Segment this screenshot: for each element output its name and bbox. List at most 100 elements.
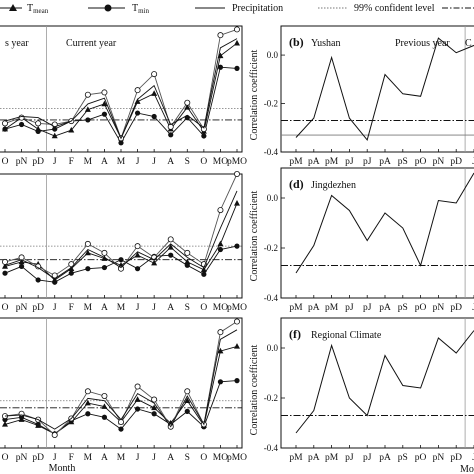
left-top-tmin-point	[85, 117, 91, 123]
left-top-tmax-point	[18, 114, 25, 121]
left-bot-frame	[0, 317, 243, 449]
left-mid-tmax-point	[233, 170, 240, 177]
left-mid-x-tick-label: O	[2, 303, 9, 313]
left-bot-x-tick-label: O	[200, 453, 207, 463]
left-bot-tmin-point	[85, 411, 91, 417]
b-y-tick-label: -0.2	[264, 99, 278, 109]
left-bot-x-tick-label: pN	[16, 453, 28, 463]
left-bot-tmax-point	[134, 383, 141, 390]
left-top-tmean-point	[68, 126, 75, 133]
left-bot-x-tick-label: J	[53, 453, 57, 463]
left-bot-tmean-point	[2, 421, 8, 427]
d-x-tick-label: J	[472, 303, 474, 313]
left-mid-x-tick-label: J	[53, 303, 57, 313]
b-x-tick-label: pM	[289, 157, 303, 167]
panel-f: 0.0 -0.2 -0.4 pM pA pM pJ pJ pA pS pO pN pD J (f) Regio…	[264, 317, 474, 463]
f-x-tick-label: pD	[450, 453, 462, 463]
left-mid-tmax-point	[101, 249, 108, 256]
b-x-tick-label: pA	[308, 157, 320, 167]
d-panel-label: (d)	[289, 177, 304, 191]
left-mid-x-tick-label: MO	[213, 303, 228, 313]
d-x-tick-label: pA	[308, 303, 320, 313]
left-mid-tmean-point	[134, 251, 141, 258]
left-top-tmax-point	[151, 71, 158, 78]
left-top-tmax-point	[233, 26, 240, 33]
left-mid-x-tick-label: J	[152, 303, 156, 313]
left-top-x-tick-label: O	[2, 157, 9, 167]
f-x-tick-label: pM	[325, 453, 339, 463]
f-x-tick-label: pS	[398, 453, 408, 463]
left-top-x-tick-label: A	[101, 157, 108, 167]
left-top-x-tick-label: M	[117, 157, 126, 167]
d-y-tick-label: -0.4	[264, 293, 279, 303]
left-mid-tmax-point	[2, 258, 8, 265]
left-bot-x-tick-label: pD	[32, 453, 44, 463]
left-top-tmin-point	[134, 110, 141, 116]
left-mid-x-tick-label: F	[69, 303, 74, 313]
left-top-tmin-point	[52, 126, 58, 132]
left-mid-x-tick-label: pN	[16, 303, 28, 313]
left-mid-tmean-point	[200, 266, 207, 273]
d-x-tick-label: pO	[415, 303, 427, 313]
left-mid-tmean-point	[217, 240, 224, 247]
left-top-frame	[0, 25, 243, 153]
left-top-series-precipitation-line	[4, 38, 238, 140]
left-bot-tmean-point	[101, 403, 108, 409]
current-year-label: Current year	[66, 38, 117, 49]
left-top-x-tick-label: pMO	[227, 157, 247, 167]
left-mid-tmin-point	[68, 270, 74, 276]
left-top-tmin-point	[2, 126, 8, 132]
left-bot-x-tick-label: J	[136, 453, 140, 463]
left-bot-tmax-point	[101, 392, 108, 399]
left-bot-tmin-point	[118, 426, 124, 432]
left-top-tmax-point	[184, 99, 191, 106]
left-top-x-tick-label: J	[152, 157, 156, 167]
left-mid-x-tick-label: O	[200, 303, 207, 313]
left-top-x-tick-label: pN	[16, 157, 28, 167]
left-mid-tmax-point	[167, 236, 174, 243]
b-x-tick-label: J	[472, 157, 474, 167]
left-top-tmean-point	[101, 100, 108, 107]
left-mid-x-tick-label: A	[101, 303, 108, 313]
left-mid-tmin-point	[234, 243, 240, 249]
left-bot-x-tick-label: J	[152, 453, 156, 463]
left-mid-frame	[0, 173, 243, 299]
left-top-x-tick-label: pD	[32, 157, 44, 167]
left-mid-tmin-point	[101, 264, 108, 271]
left-bot-tmax-point	[151, 396, 158, 403]
f-x-tick-label: pM	[289, 453, 303, 463]
left-bot-tmax-point	[184, 388, 191, 395]
legend-precip-label: Precipitation	[232, 3, 283, 14]
panel-b-previous-year-label: Previous year	[395, 38, 450, 49]
f-frame	[280, 317, 474, 449]
b-y-tick-label: -0.4	[264, 147, 279, 157]
left-top-tmean-point	[51, 132, 58, 139]
left-bot-x-tick-label: O	[2, 453, 9, 463]
left-top-tmean-point	[84, 106, 91, 112]
left-mid-x-tick-label: M	[117, 303, 126, 313]
left-mid-tmin-point	[134, 266, 141, 272]
left-top-tmin-point	[151, 113, 157, 120]
left-top-x-tick-label: J	[53, 157, 57, 167]
left-top-x-tick-label: J	[136, 157, 140, 167]
panel-d-y-axis-label: Correlation coefficient	[249, 190, 260, 281]
left-mid-tmean-point	[167, 243, 174, 250]
left-bot-tmean-point	[151, 404, 158, 411]
left-mid-tmin-point	[118, 257, 124, 263]
left-mid-tmax-point	[84, 240, 91, 247]
left-mid-tmin-point	[35, 277, 41, 283]
left-mid-tmin-point	[18, 263, 25, 270]
left-mid-tmin-point	[184, 262, 190, 268]
left-mid-tmean-point	[234, 200, 240, 206]
d-x-tick-label: pD	[450, 303, 462, 313]
left-bot-tmax-point	[233, 318, 240, 325]
b-panel-label: (b)	[289, 35, 304, 49]
left-bot-tmin-point	[134, 406, 141, 412]
left-mid-tmin-point	[85, 266, 91, 272]
left-mid-x-tick-label: M	[84, 303, 93, 313]
panel-f-y-axis-label: Correlation coefficient	[249, 344, 260, 435]
left-bot-tmin-point	[217, 379, 224, 385]
left-bot-tmean-point	[184, 397, 191, 404]
